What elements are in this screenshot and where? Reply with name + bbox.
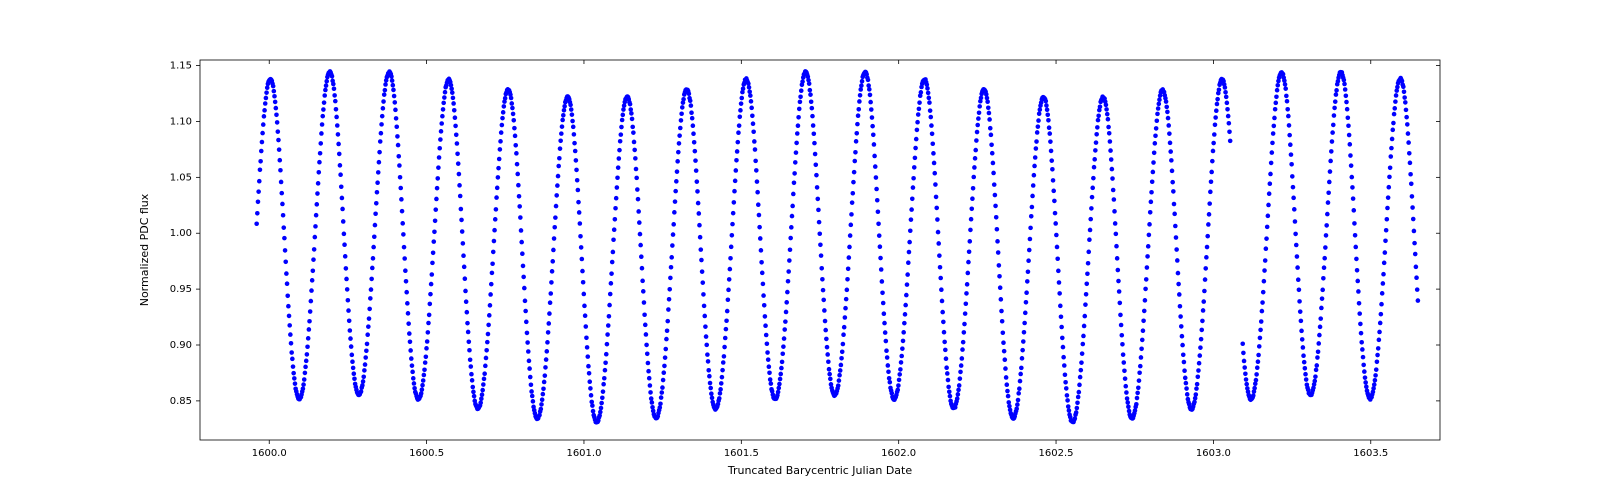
x-tick-label: 1600.5 [409,448,444,459]
y-tick-label: 0.95 [170,284,192,295]
x-axis-label: Truncated Barycentric Julian Date [727,464,913,477]
chart-svg: 1600.0 1600.5 1601.0 1601.5 1602.0 1602.5 1603… [0,0,1600,500]
y-tick-label: 1.15 [170,61,192,72]
x-tick-label: 1603.5 [1353,448,1388,459]
lightcurve-chart: 1600.0 1600.5 1601.0 1601.5 1602.0 1602.5 1603… [0,0,1600,500]
chart-bg [0,0,1600,500]
y-axis-label: Normalized PDC flux [138,193,151,306]
y-tick-label: 1.05 [170,172,192,183]
x-tick-label: 1601.5 [724,448,759,459]
y-tick-label: 1.10 [170,116,192,127]
y-tick-label: 0.90 [170,340,192,351]
x-tick-label: 1602.0 [881,448,916,459]
x-tick-label: 1602.5 [1039,448,1074,459]
x-tick-label: 1603.0 [1196,448,1231,459]
y-tick-label: 1.00 [170,228,192,239]
y-tick-label: 0.85 [170,396,192,407]
x-tick-label: 1600.0 [252,448,287,459]
x-tick-label: 1601.0 [566,448,601,459]
